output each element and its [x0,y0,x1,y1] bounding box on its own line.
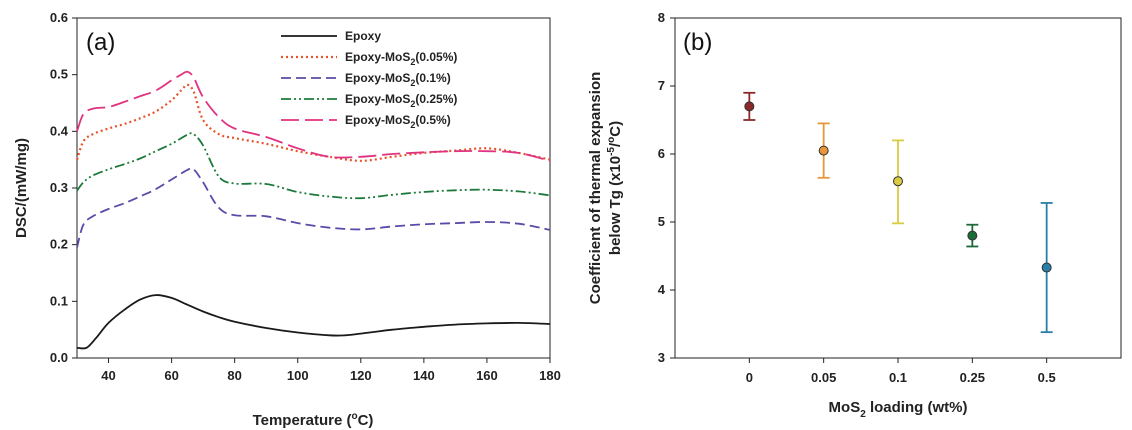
panel-b-y-axis-label-line2: below Tg (x10-5/oC) [606,121,624,255]
legend-label-sub: 2 [410,120,415,130]
series-line-3 [76,132,551,200]
panel-b-y-axis-label-line2-sup: -5 [606,147,617,156]
panel-a-x-tick-label: 80 [227,368,241,383]
legend-label-4: Epoxy-MoS2(0.5%) [345,113,451,130]
legend-label-main: Epoxy-MoS [345,92,410,106]
legend-label-end: (0.05%) [415,50,457,64]
legend-label-1: Epoxy-MoS2(0.05%) [345,50,457,67]
data-point-group-1 [817,122,830,179]
panel-b-x-axis-label: MoS2 loading (wt%) [829,399,968,420]
data-point [818,145,829,156]
panel-a-x-tick-label: 100 [287,368,309,383]
panel-a-x-axis-label: Temperature (oC) [253,411,374,429]
panel-a-y-axis-label: DSC/(mW/mg) [13,138,30,238]
panel-a-y-tick-label: 0.6 [50,10,68,25]
panel-a-x-tick-label: 40 [101,368,115,383]
legend-label-3: Epoxy-MoS2(0.25%) [345,92,457,109]
panel-b-x-axis-label-main: MoS [829,399,861,416]
panel-a-x-tick-label: 60 [164,368,178,383]
legend-label-main: Epoxy-MoS [345,71,410,85]
panel-b-x-axis-label-sub: 2 [860,409,866,420]
data-point-group-4 [1040,202,1053,334]
panel-b-x-ticks: 0 0.05 0.1 0.25 0.5 [746,358,1056,385]
data-point [1041,262,1052,273]
data-point [744,101,755,112]
panel-b-chart: 3 4 5 6 7 8 0 0.05 0.1 0.25 0.5 (b) Coefficient o… [587,10,1122,420]
panel-b-x-tick-label: 0.5 [1038,370,1056,385]
legend-label-sub: 2 [410,78,415,88]
data-point-group-0 [743,91,756,121]
panel-a-legend: EpoxyEpoxy-MoS2(0.05%)Epoxy-MoS2(0.1%)Ep… [281,29,457,130]
panel-b-x-tick-label: 0.25 [960,370,985,385]
panel-a-x-tick-label: 180 [539,368,561,383]
panel-b-x-tick-label: 0.1 [889,370,907,385]
legend-label-0: Epoxy [345,29,381,43]
legend-label-end: (0.1%) [415,71,450,85]
data-point [893,176,903,187]
panel-b-y-tick-label: 8 [658,10,665,25]
panel-b-x-tick-label: 0 [746,370,753,385]
panel-b-y-axis-label-line2-mid: / [607,142,624,147]
legend-label-sub: 2 [410,99,415,109]
panel-b-x-tick-label: 0.05 [811,370,836,385]
legend-label-main: Epoxy-MoS [345,50,410,64]
series-line-1 [75,83,551,162]
panel-b-points [743,91,1053,334]
legend-label-main: Epoxy-MoS [345,113,410,127]
panel-a-x-ticks: 40 60 80 100 120 140 160 180 [101,358,561,383]
panel-a-y-tick-label: 0.1 [50,293,68,308]
series-line-2 [76,167,551,248]
panel-a-y-tick-label: 0.5 [50,67,68,82]
data-point-group-2 [892,139,904,225]
series-line-4 [76,70,551,162]
series-line-0 [76,294,551,350]
panel-a-plot-frame [76,17,551,359]
panel-a-y-tick-label: 0.4 [50,123,69,138]
panel-a-y-tick-label: 0.0 [50,350,68,365]
panel-a-y-tick-label: 0.3 [50,180,68,195]
panel-a-x-tick-label: 160 [476,368,498,383]
panel-a-label: (a) [86,29,115,56]
panel-a-series [75,70,551,350]
panel-b-y-axis-label-line2-start: below Tg (x10 [607,156,624,255]
panel-a-x-axis-label-sup: o [351,411,357,422]
panel-b-y-axis-label-line2-sup2: o [606,137,617,143]
panel-a-y-ticks: 0.0 0.1 0.2 0.3 0.4 0.5 0.6 [50,10,77,365]
panel-a-x-axis-label-end: C) [358,412,374,429]
panel-b-y-tick-label: 4 [658,282,666,297]
data-point-group-3 [966,223,979,248]
legend-label-end: (0.25%) [415,92,457,106]
panel-b-y-axis-label-line2-end: C) [607,121,624,137]
data-point [967,230,978,241]
panel-a-x-tick-label: 120 [350,368,372,383]
panel-b-y-tick-label: 7 [658,78,665,93]
legend-label-sub: 2 [410,57,415,67]
panel-b-x-axis-label-end: loading (wt%) [866,399,968,416]
panel-b-y-tick-label: 5 [658,214,665,229]
panel-b-y-axis-label-line1: Coefficient of thermal expansion [587,72,604,305]
panel-b-y-tick-label: 6 [658,146,665,161]
panel-b-y-tick-label: 3 [658,350,665,365]
panel-b-label: (b) [683,29,712,56]
panel-a-chart: 0.0 0.1 0.2 0.3 0.4 0.5 0.6 40 60 80 100 120 140 160… [13,10,561,429]
legend-label-2: Epoxy-MoS2(0.1%) [345,71,451,88]
panel-a-y-tick-label: 0.2 [50,237,68,252]
panel-a-x-tick-label: 140 [413,368,435,383]
panel-b-y-ticks: 3 4 5 6 7 8 [658,10,675,365]
legend-label-end: (0.5%) [415,113,450,127]
panel-a-x-axis-label-main: Temperature ( [253,412,352,429]
